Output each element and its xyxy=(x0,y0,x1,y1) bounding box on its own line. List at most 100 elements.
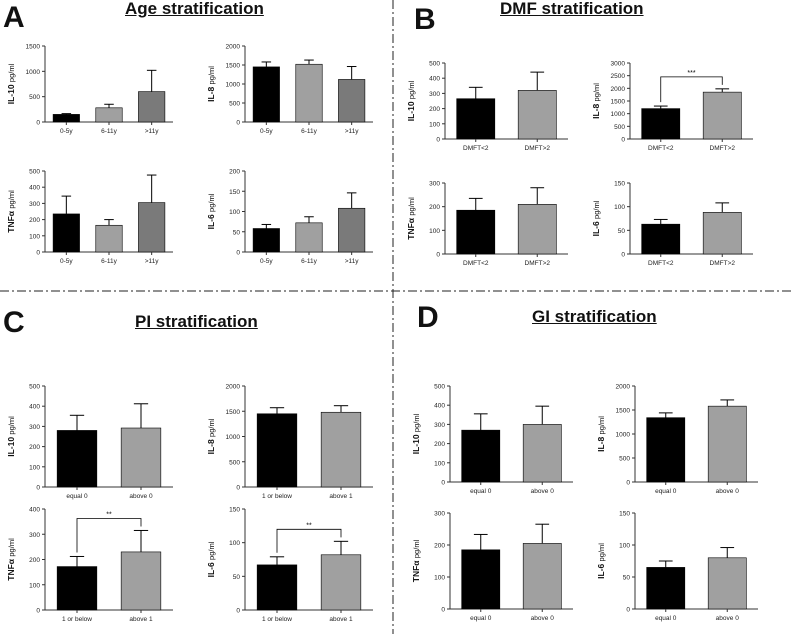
y-axis-label-name: TNFα xyxy=(406,216,416,240)
y-tick-label: 0 xyxy=(441,480,445,487)
y-axis-label: IL-10 pg/ml xyxy=(411,413,421,454)
y-axis-label-unit: pg/ml xyxy=(592,83,601,102)
significance-bracket xyxy=(660,76,723,103)
y-tick-label: 2000 xyxy=(611,86,626,93)
chart-age-il10: IL-10 pg/ml 0 500 1000 1500 0-5y 6-11y >11y xyxy=(6,44,173,135)
bar-11y xyxy=(338,207,366,253)
y-tick-label: 0 xyxy=(36,485,40,492)
y-axis-label-name: IL-8 xyxy=(206,84,216,101)
x-tick-label-0-5y: 0-5y xyxy=(60,258,73,265)
significance-marker: *** xyxy=(687,70,695,77)
significance-bracket xyxy=(276,528,342,553)
bar-1-or-below xyxy=(256,413,298,488)
x-tick-label-6-11y: 6-11y xyxy=(301,128,318,135)
y-tick-label: 0 xyxy=(236,120,240,127)
y-tick-label: 200 xyxy=(29,217,40,224)
y-tick-label: 150 xyxy=(229,507,240,514)
bar-equal-0 xyxy=(461,549,501,610)
significance-marker: ** xyxy=(306,522,312,529)
x-tick-label-above-0: above 0 xyxy=(129,493,153,500)
y-axis-label-name: IL-8 xyxy=(206,437,216,454)
y-axis-label-unit: pg/ml xyxy=(7,416,16,435)
y-tick-label: 50 xyxy=(233,229,241,236)
x-tick-label-0-5y: 0-5y xyxy=(60,128,73,135)
bar-6-11y xyxy=(295,222,323,253)
y-tick-label: 0 xyxy=(36,120,40,127)
y-tick-label: 1500 xyxy=(616,408,631,415)
y-tick-label: 2000 xyxy=(226,44,241,51)
y-axis-label-unit: pg/ml xyxy=(207,541,216,560)
y-tick-label: 150 xyxy=(619,511,630,518)
y-tick-label: 50 xyxy=(233,574,241,581)
bar-1-or-below xyxy=(56,566,98,611)
y-tick-label: 100 xyxy=(614,204,625,211)
x-tick-label-above-1: above 1 xyxy=(329,616,353,623)
y-axis-label-unit: pg/ml xyxy=(407,80,416,99)
chart-age-tnfa: TNFα pg/ml 0 100 200 300 400 500 0-5y 6-11y >11y xyxy=(6,169,173,265)
y-axis-label-unit: pg/ml xyxy=(407,197,416,216)
bar-11y xyxy=(338,79,366,123)
y-tick-label: 0 xyxy=(236,485,240,492)
bar-above-1 xyxy=(320,554,362,611)
y-tick-label: 0 xyxy=(436,137,440,144)
x-tick-label-dmft-2: DMFT>2 xyxy=(525,145,551,152)
y-axis-label-unit: pg/ml xyxy=(597,416,606,435)
y-tick-label: 50 xyxy=(618,228,626,235)
chart-gi-il10: IL-10 pg/ml 0 100 200 300 400 500 equal 0 above … xyxy=(411,384,573,495)
y-axis-label: IL-6 pg/ml xyxy=(206,193,216,229)
x-tick-label-equal-0: equal 0 xyxy=(655,488,677,495)
y-tick-label: 200 xyxy=(429,106,440,113)
x-tick-label-11y: >11y xyxy=(345,258,360,265)
chart-dmf-il10: IL-10 pg/ml 0 100 200 300 400 500 DMFT<2 DMFT>2 xyxy=(406,61,568,152)
y-axis-label: TNFα pg/ml xyxy=(406,197,416,240)
bar-dmft-2 xyxy=(517,203,557,255)
y-tick-label: 500 xyxy=(29,384,40,391)
y-tick-label: 500 xyxy=(229,101,240,108)
y-axis-label: IL-6 pg/ml xyxy=(596,543,606,579)
y-tick-label: 0 xyxy=(36,250,40,257)
panel-title-gi: GI stratification xyxy=(532,307,657,326)
y-tick-label: 300 xyxy=(29,532,40,539)
y-tick-label: 500 xyxy=(429,61,440,68)
y-axis-label-unit: pg/ml xyxy=(207,418,216,437)
panel-letter-b: B xyxy=(414,3,436,36)
y-axis-label-name: IL-6 xyxy=(591,219,601,236)
y-tick-label: 1500 xyxy=(226,63,241,70)
y-tick-label: 300 xyxy=(429,181,440,188)
x-tick-label-0-5y: 0-5y xyxy=(260,128,273,135)
y-tick-label: 100 xyxy=(29,233,40,240)
x-tick-label-dmft-2: DMFT>2 xyxy=(525,260,551,267)
y-axis-label-name: IL-10 xyxy=(411,432,421,454)
y-axis-label-unit: pg/ml xyxy=(412,413,421,432)
x-tick-label-11y: >11y xyxy=(145,258,160,265)
y-tick-label: 300 xyxy=(429,91,440,98)
y-tick-label: 0 xyxy=(236,608,240,615)
x-tick-label-1-or-below: 1 or below xyxy=(262,616,292,623)
y-axis-label: IL-6 pg/ml xyxy=(206,541,216,577)
y-tick-label: 0 xyxy=(236,250,240,257)
x-tick-label-dmft-2: DMFT<2 xyxy=(648,260,674,267)
bar-0-5y xyxy=(252,228,280,253)
bar-above-0 xyxy=(707,557,747,610)
y-tick-label: 100 xyxy=(619,543,630,550)
x-tick-label-equal-0: equal 0 xyxy=(470,488,492,495)
y-axis-label-name: IL-8 xyxy=(591,101,601,118)
chart-dmf-tnfa: TNFα pg/ml 0 100 200 300 DMFT<2 DMFT>2 xyxy=(406,181,568,267)
y-tick-label: 150 xyxy=(229,189,240,196)
chart-gi-il8: IL-8 pg/ml 0 500 1000 1500 2000 equal 0 above 0 xyxy=(596,384,758,495)
y-axis-label: TNFα pg/ml xyxy=(6,538,16,581)
panel-letter-a: A xyxy=(3,1,25,34)
y-axis-label-unit: pg/ml xyxy=(597,543,606,562)
bar-1-or-below xyxy=(256,564,298,611)
y-tick-label: 1500 xyxy=(226,409,241,416)
y-axis-label-unit: pg/ml xyxy=(7,190,16,209)
chart-pi-il8: IL-8 pg/ml 0 500 1000 1500 2000 1 or below abov… xyxy=(206,384,373,500)
y-tick-label: 0 xyxy=(621,252,625,259)
y-axis-label-name: IL-6 xyxy=(596,561,606,578)
bar-0-5y xyxy=(52,213,80,253)
y-axis-label-name: TNFα xyxy=(6,209,16,233)
y-tick-label: 2500 xyxy=(611,73,626,80)
y-tick-label: 300 xyxy=(29,424,40,431)
x-tick-label-6-11y: 6-11y xyxy=(101,128,118,135)
